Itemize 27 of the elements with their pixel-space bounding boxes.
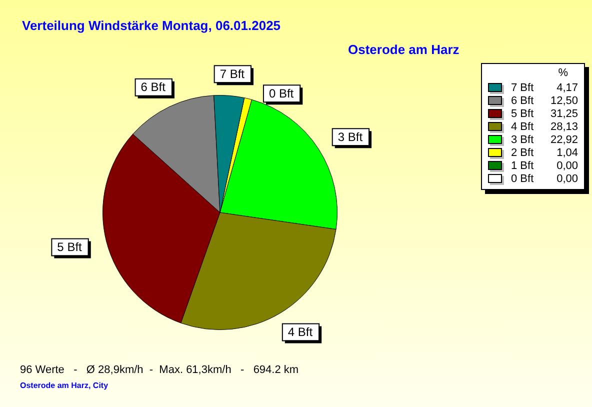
legend-label: 7 Bft <box>511 82 535 94</box>
legend-label: 6 Bft <box>511 94 535 106</box>
legend-label: 2 Bft <box>511 146 535 158</box>
slice-label: 6 Bft <box>140 80 166 94</box>
legend-label: 5 Bft <box>511 108 535 120</box>
data-label: 22,92 <box>549 134 578 146</box>
text: Osterode am Harz, City <box>20 381 108 390</box>
data-label: 28,13 <box>549 120 578 132</box>
data-label: 4,17 <box>556 82 578 94</box>
slice-label: 7 Bft <box>220 66 246 81</box>
text: 0,00 <box>556 160 578 172</box>
category-label: 0 Bft <box>268 86 294 100</box>
chart-subtitle: Osterode am Harz <box>348 42 460 57</box>
chart-title: Verteilung Windstärke Montag, 06.01.2025 <box>22 18 281 33</box>
data-label: 31,25 <box>549 108 578 120</box>
legend-label: 4 Bft <box>511 120 535 132</box>
slice-label: 5 Bft <box>57 240 83 254</box>
legend-label: 3 Bft <box>511 134 535 146</box>
slice-label: 3 Bft <box>338 130 364 144</box>
legend-label: 0 Bft <box>511 172 535 184</box>
text: 96 Werte - Ø 28,9km/h - Max. 61,3km/h - 694.2 km <box>20 364 299 376</box>
data-label: 1,04 <box>556 146 578 158</box>
data-label: 12,50 <box>549 94 578 106</box>
slice-label: 4 Bft <box>288 325 314 340</box>
legend-label: 1 Bft <box>511 160 535 172</box>
legend-title: % <box>557 67 569 81</box>
text: 0,00 <box>556 172 578 184</box>
